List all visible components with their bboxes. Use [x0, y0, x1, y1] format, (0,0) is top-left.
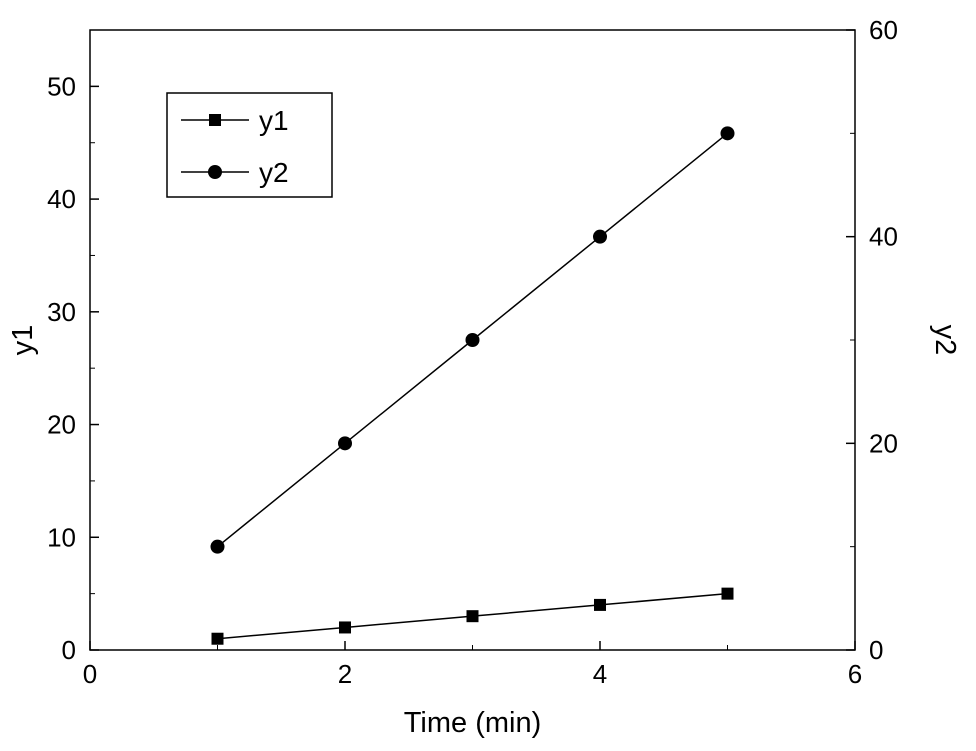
series-y2-marker-circle: [593, 229, 607, 244]
series-y1-marker-square: [339, 621, 351, 634]
legend-box: [166, 92, 333, 198]
series-y1-marker-square: [466, 610, 479, 623]
series-y2-marker-circle: [720, 126, 735, 141]
series-y1-marker-square: [594, 598, 606, 611]
y-right-tick-label: 20: [869, 428, 898, 458]
y-right-tick-label: 60: [869, 15, 898, 45]
series-y1-marker-square: [721, 587, 734, 600]
series-y2-marker-circle: [465, 333, 480, 347]
x-axis-tick-label: 6: [848, 659, 862, 689]
y-right-tick-label: 0: [869, 635, 883, 665]
legend-label-y2: y2: [259, 157, 289, 188]
series-y2-marker-circle: [210, 539, 225, 554]
series-y2-marker-circle: [338, 436, 352, 451]
y-left-axis-title: y1: [7, 325, 39, 356]
y-right-axis-title: y2: [929, 325, 961, 356]
y-right-tick-label: 40: [869, 222, 898, 252]
y-left-tick-label: 40: [47, 184, 76, 214]
y-left-tick-label: 10: [47, 522, 76, 552]
y-left-tick-label: 30: [47, 297, 76, 327]
x-axis-tick-label: 0: [83, 659, 97, 689]
x-axis-tick-label: 2: [338, 659, 352, 689]
y-left-tick-label: 0: [62, 635, 76, 665]
x-axis-title: Time (min): [404, 707, 541, 739]
legend-marker-square: [209, 114, 221, 126]
legend-label-y1: y1: [259, 105, 289, 136]
y-left-tick-label: 20: [47, 410, 76, 440]
y-left-tick-label: 50: [47, 71, 76, 101]
x-axis-tick-label: 4: [593, 659, 607, 689]
series-y1-marker-square: [211, 632, 224, 645]
legend-marker-circle: [208, 165, 222, 179]
